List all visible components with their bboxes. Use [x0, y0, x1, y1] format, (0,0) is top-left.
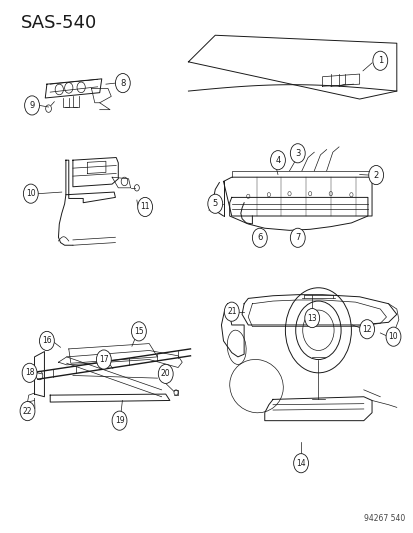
Text: 15: 15	[134, 327, 143, 336]
Text: 7: 7	[294, 233, 300, 243]
Circle shape	[20, 401, 35, 421]
Text: 8: 8	[120, 78, 125, 87]
Text: 22: 22	[23, 407, 32, 416]
Text: SAS-540: SAS-540	[21, 14, 97, 32]
Text: 19: 19	[114, 416, 124, 425]
Circle shape	[368, 165, 383, 184]
Circle shape	[22, 364, 37, 382]
Text: 5: 5	[212, 199, 217, 208]
Text: 18: 18	[25, 368, 34, 377]
Text: 20: 20	[161, 369, 170, 378]
Text: 12: 12	[361, 325, 371, 334]
Circle shape	[290, 144, 304, 163]
Text: 21: 21	[226, 307, 236, 316]
Circle shape	[304, 309, 319, 328]
Circle shape	[372, 51, 387, 70]
Text: 9: 9	[29, 101, 35, 110]
Circle shape	[252, 228, 267, 247]
Circle shape	[359, 320, 374, 339]
Circle shape	[290, 228, 304, 247]
Text: 11: 11	[140, 203, 150, 212]
Circle shape	[293, 454, 308, 473]
Text: 10: 10	[388, 332, 397, 341]
Text: 4: 4	[275, 156, 280, 165]
Circle shape	[39, 332, 54, 351]
Circle shape	[131, 322, 146, 341]
Circle shape	[24, 96, 39, 115]
Circle shape	[96, 350, 111, 369]
Text: 16: 16	[42, 336, 52, 345]
Text: 13: 13	[307, 313, 316, 322]
Circle shape	[23, 184, 38, 203]
Text: 14: 14	[296, 459, 305, 467]
Circle shape	[138, 197, 152, 216]
Text: 3: 3	[294, 149, 300, 158]
Text: 17: 17	[99, 355, 108, 364]
Circle shape	[112, 411, 127, 430]
Circle shape	[115, 74, 130, 93]
Text: 94267 540: 94267 540	[363, 514, 404, 523]
Text: 10: 10	[26, 189, 36, 198]
Circle shape	[270, 151, 285, 169]
Text: 1: 1	[377, 56, 382, 65]
Circle shape	[385, 327, 400, 346]
Text: 2: 2	[373, 171, 378, 180]
Circle shape	[224, 302, 239, 321]
Text: 6: 6	[256, 233, 262, 243]
Circle shape	[158, 365, 173, 383]
Circle shape	[207, 194, 222, 213]
